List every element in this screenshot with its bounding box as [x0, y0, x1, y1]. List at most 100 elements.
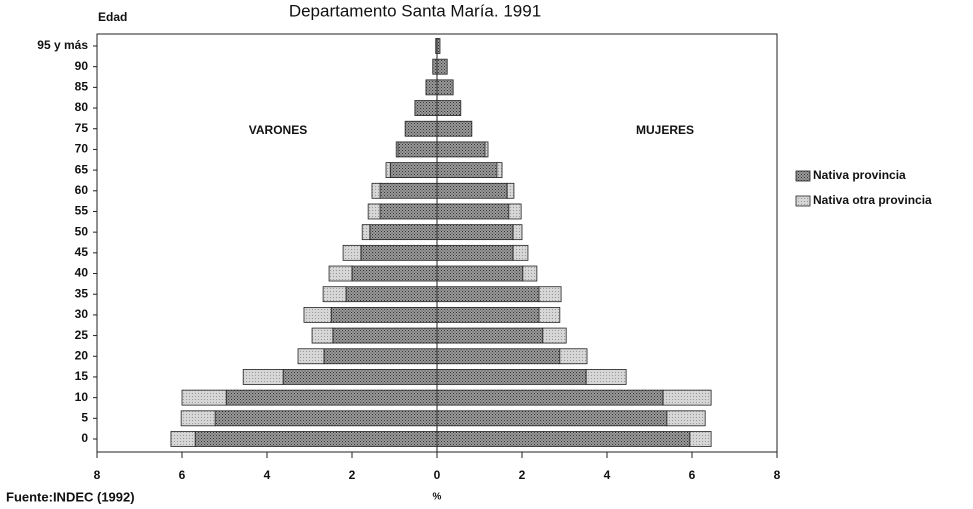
bar	[330, 306, 438, 323]
bar	[542, 327, 567, 344]
bar	[404, 120, 438, 137]
bar	[436, 431, 691, 447]
bar	[395, 141, 399, 158]
bar	[332, 327, 438, 344]
x-tick-label: 6	[689, 468, 696, 482]
bar	[170, 431, 196, 447]
bar	[436, 265, 524, 282]
y-tick-label: 55	[75, 204, 89, 218]
bar	[436, 120, 473, 137]
x-tick-label: 2	[519, 468, 526, 482]
bar	[436, 244, 514, 261]
bar	[436, 141, 486, 158]
y-tick-label: 15	[75, 369, 89, 383]
bar	[194, 431, 438, 447]
bar	[512, 224, 523, 241]
y-tick-label: 60	[75, 183, 89, 197]
y-axis-label: Edad	[98, 10, 127, 24]
bar	[496, 162, 503, 179]
bar	[311, 327, 334, 344]
y-tick-label: 5	[81, 410, 88, 424]
bar	[538, 286, 562, 303]
y-tick-label: 25	[75, 328, 89, 342]
bar	[689, 431, 712, 447]
y-tick-label: 40	[75, 266, 89, 280]
bar	[360, 244, 438, 261]
x-tick-label: 8	[94, 468, 101, 482]
y-tick-label: 75	[75, 121, 89, 135]
bar	[367, 203, 381, 220]
bar	[436, 389, 664, 406]
bar	[436, 79, 454, 96]
x-tick-label: 4	[264, 468, 271, 482]
y-tick-label: 50	[75, 224, 89, 238]
bar	[297, 348, 325, 365]
x-tick-label: 0	[434, 468, 441, 482]
bar	[662, 389, 712, 406]
y-tick-label: 95 y más	[37, 38, 88, 52]
bar	[508, 203, 522, 220]
bar	[371, 182, 381, 199]
source-note: Fuente:INDEC (1992)	[6, 489, 135, 504]
bar	[323, 348, 438, 365]
bar	[397, 141, 438, 158]
bar	[436, 182, 508, 199]
bar	[303, 306, 332, 323]
bar	[369, 224, 438, 241]
chart-title: Departamento Santa María. 1991	[289, 1, 541, 20]
y-tick-label: 70	[75, 142, 89, 156]
x-tick-label: 2	[349, 468, 356, 482]
x-axis-label: %	[433, 492, 442, 503]
bar	[484, 141, 489, 158]
bar	[436, 369, 587, 385]
y-tick-label: 0	[81, 431, 88, 445]
bar	[328, 265, 353, 282]
y-tick-label: 20	[75, 348, 89, 362]
bar	[436, 224, 514, 241]
y-tick-label: 65	[75, 162, 89, 176]
bar	[414, 100, 438, 116]
bar	[559, 348, 588, 365]
x-tick-label: 4	[604, 468, 611, 482]
bar	[351, 265, 438, 282]
side-label: MUJERES	[636, 123, 694, 137]
bar	[666, 410, 706, 427]
y-tick-label: 35	[75, 286, 89, 300]
legend-label: Nativa provincia	[813, 168, 906, 182]
bar	[322, 286, 347, 303]
bar	[436, 327, 544, 344]
bar	[385, 162, 391, 179]
y-tick-label: 45	[75, 245, 89, 259]
y-tick-label: 90	[75, 59, 89, 73]
bar	[432, 58, 438, 75]
bar	[436, 286, 540, 303]
side-label: VARONES	[249, 123, 307, 137]
bar	[436, 348, 561, 365]
bar	[512, 244, 529, 261]
y-tick-label: 30	[75, 307, 89, 321]
bar	[242, 369, 284, 385]
bar	[436, 100, 462, 116]
bar	[425, 79, 438, 96]
legend-swatch	[795, 195, 811, 207]
legend-label: Nativa otra provincia	[813, 193, 932, 207]
bar	[506, 182, 515, 199]
x-tick-label: 8	[774, 468, 781, 482]
bar	[436, 410, 668, 427]
bar	[389, 162, 438, 179]
bar	[214, 410, 438, 427]
bar	[282, 369, 438, 385]
y-tick-label: 10	[75, 390, 89, 404]
bar	[436, 162, 498, 179]
legend-swatch	[795, 170, 811, 182]
bar	[180, 410, 216, 427]
bar	[436, 306, 540, 323]
bar	[379, 182, 438, 199]
x-tick-label: 6	[179, 468, 186, 482]
bar	[225, 389, 438, 406]
bar	[436, 203, 510, 220]
bar	[538, 306, 561, 323]
bar	[522, 265, 538, 282]
y-tick-label: 85	[75, 80, 89, 94]
